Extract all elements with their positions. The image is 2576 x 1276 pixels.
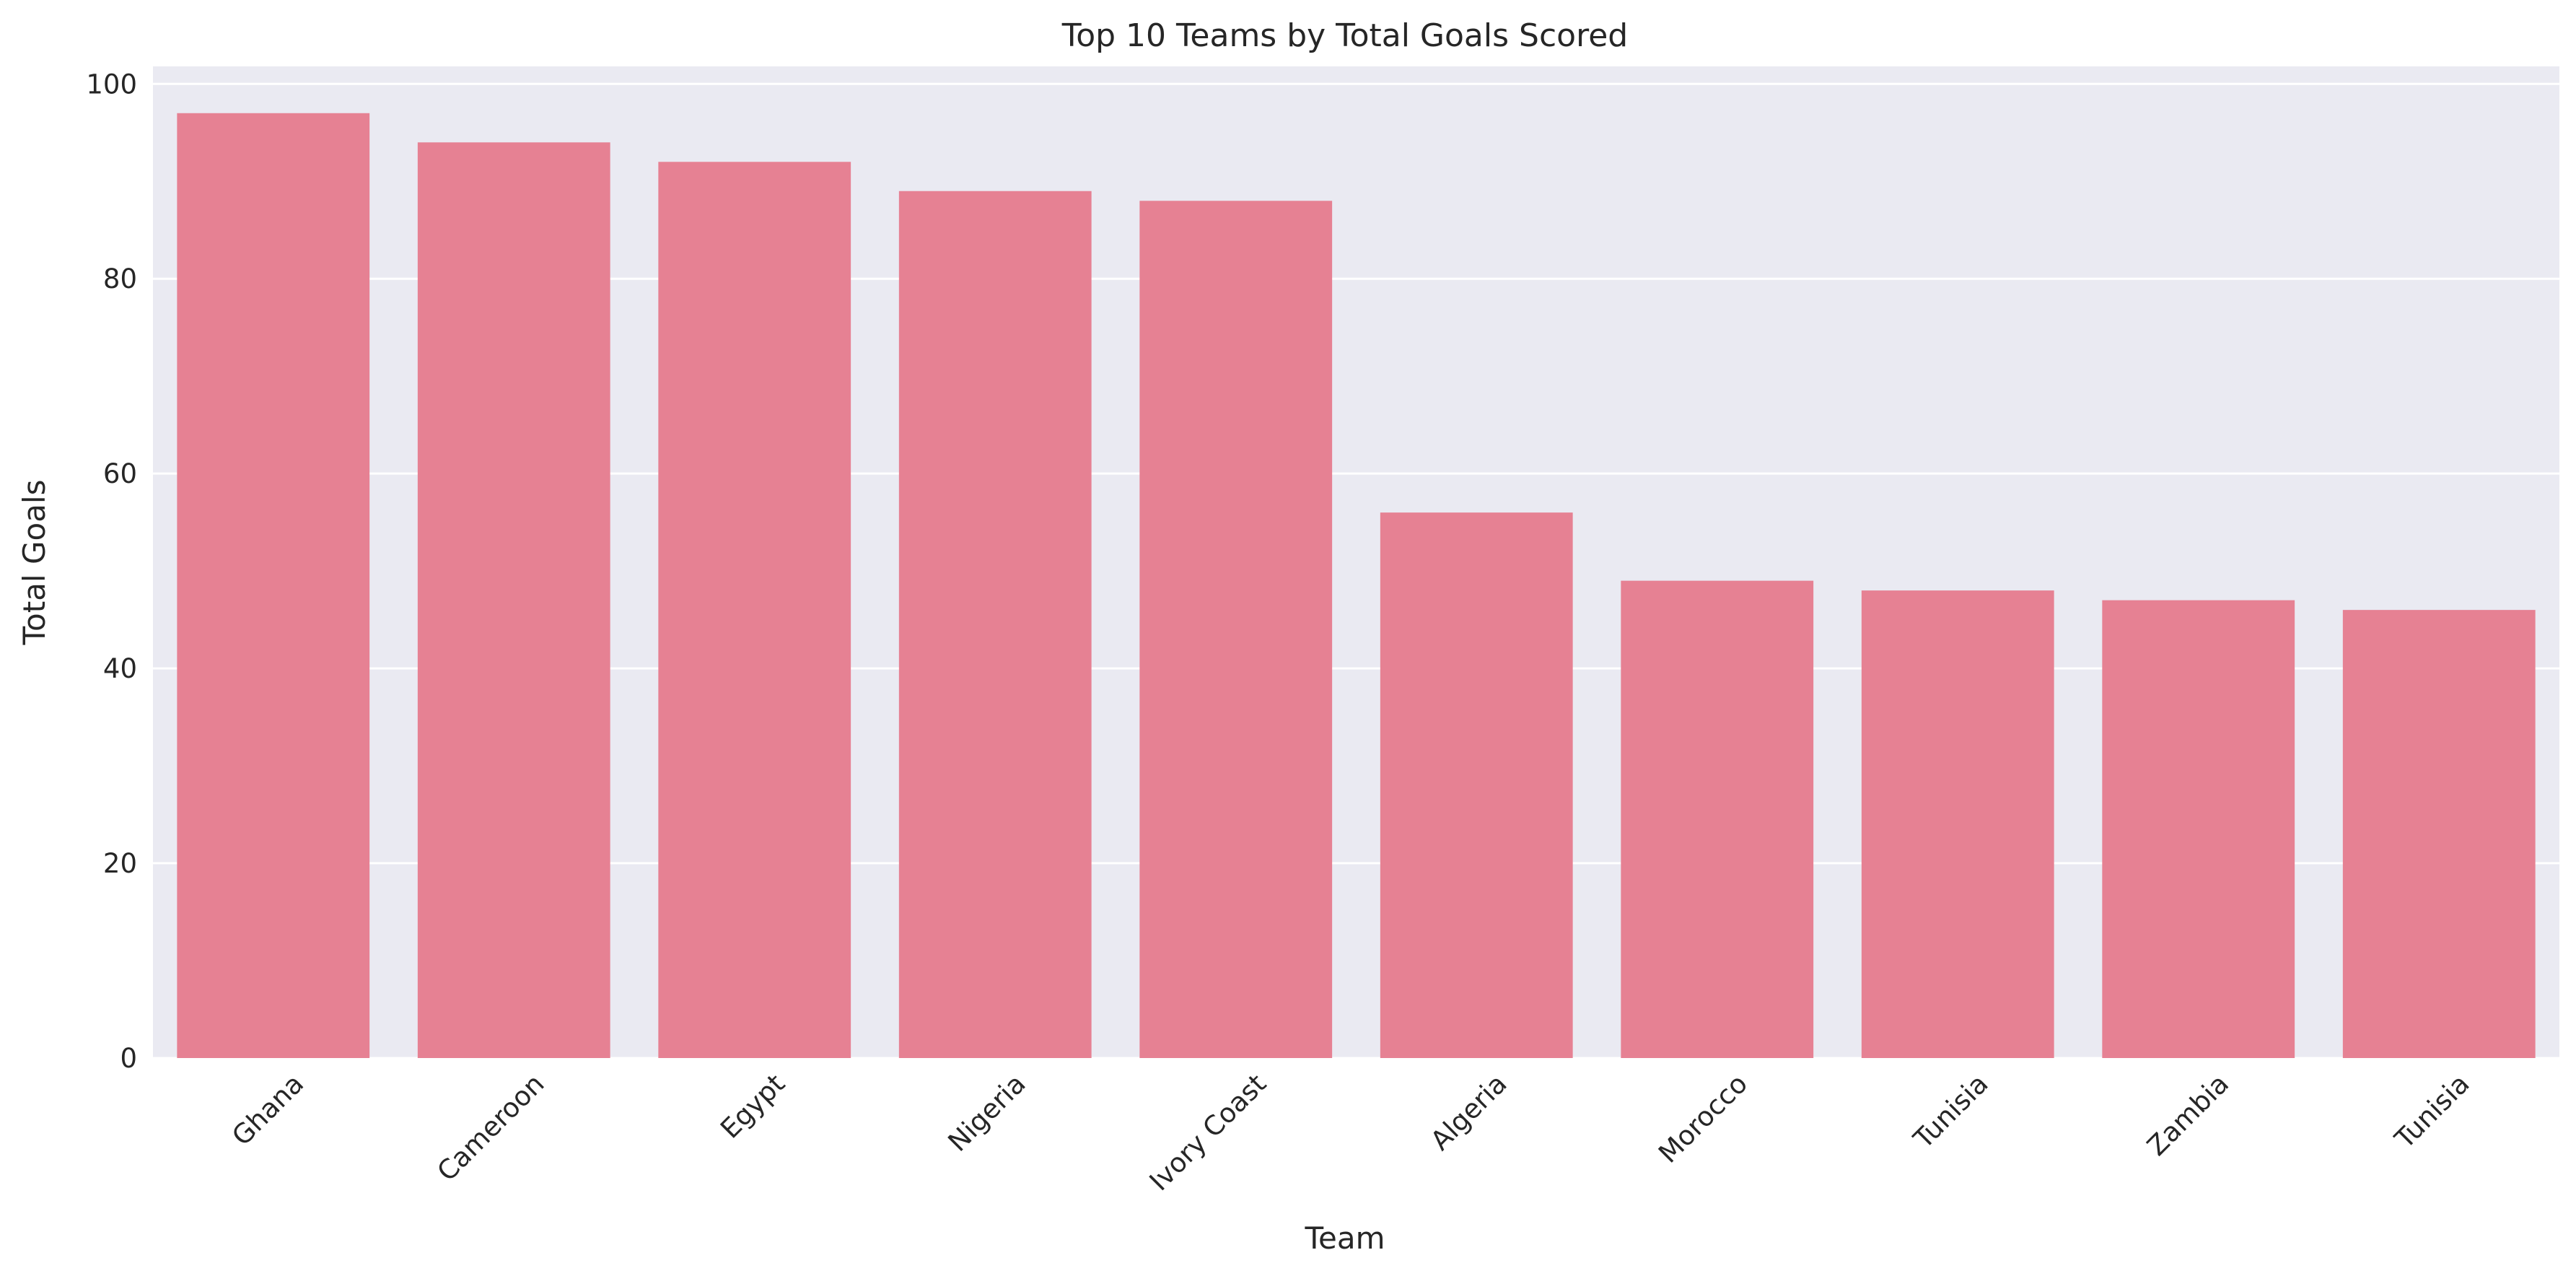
bar (2102, 600, 2295, 1058)
x-tick-label: Tunisia (1907, 1068, 1994, 1155)
bar (177, 113, 370, 1058)
bar (2342, 610, 2536, 1058)
y-tick-label: 0 (120, 1043, 137, 1074)
bar (1380, 512, 1573, 1058)
bars (177, 113, 2536, 1059)
x-tick-labels: Ghana Cameroon Egypt Nigeria Ivory Coast Alge… (226, 1068, 2475, 1197)
bar (658, 162, 851, 1058)
bar (417, 142, 610, 1059)
y-tick-label: 80 (103, 263, 137, 294)
y-tick-label: 100 (86, 69, 137, 100)
x-tick-label: Zambia (2141, 1068, 2235, 1162)
y-axis-label: Total Goals (17, 480, 52, 646)
y-tick-labels: 0 20 40 60 80 100 (86, 69, 137, 1074)
x-tick-label: Algeria (1424, 1068, 1512, 1156)
bar (1621, 580, 1814, 1058)
chart-title: Top 10 Teams by Total Goals Scored (1061, 17, 1628, 54)
bar (898, 191, 1092, 1059)
x-tick-label: Tunisia (2388, 1068, 2475, 1155)
y-tick-label: 40 (103, 653, 137, 684)
x-tick-label: Cameroon (431, 1068, 551, 1187)
x-tick-label: Nigeria (942, 1068, 1032, 1158)
y-tick-label: 20 (103, 848, 137, 879)
x-tick-label: Ghana (226, 1068, 310, 1152)
x-tick-label: Morocco (1652, 1068, 1753, 1169)
x-tick-label: Ivory Coast (1144, 1068, 1272, 1197)
bar (1139, 201, 1333, 1059)
y-tick-label: 60 (103, 458, 137, 489)
bar (1861, 590, 2054, 1058)
x-axis-label: Team (1304, 1220, 1385, 1256)
x-tick-label: Egypt (714, 1068, 791, 1145)
